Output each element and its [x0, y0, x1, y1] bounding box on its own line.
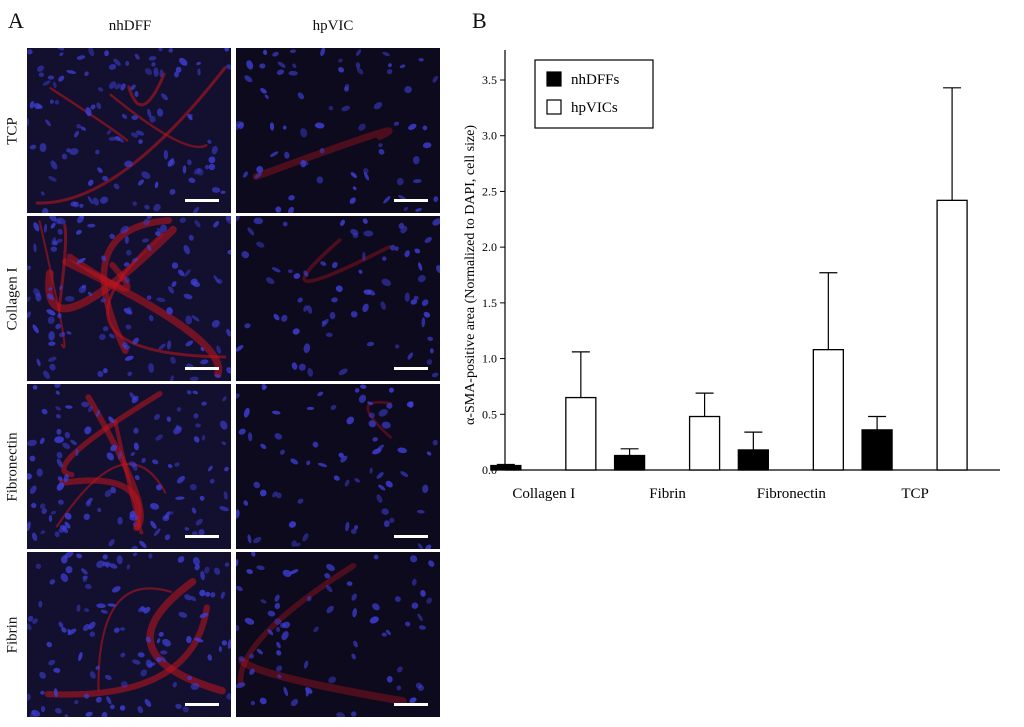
- bar-hpvics-fibrin: [688, 415, 721, 471]
- micrograph-nhdff-collagen-i: [27, 216, 231, 381]
- scale-bar: [394, 535, 428, 538]
- scale-bar: [185, 199, 219, 202]
- x-tick-label: Fibronectin: [757, 486, 827, 502]
- y-tick-label: 2.0: [482, 240, 497, 254]
- y-tick-label: 1.5: [482, 296, 497, 310]
- y-tick-label: 3.0: [482, 129, 497, 143]
- bar-hpvics-collagen-i: [565, 396, 597, 471]
- micrograph-image: [236, 552, 440, 717]
- micrograph-image: [27, 216, 231, 381]
- bar-chart: 0.00.51.01.52.02.53.03.5α-SMA-positive a…: [463, 50, 1000, 502]
- legend-swatch: [546, 71, 562, 87]
- micrograph-grid: [27, 48, 441, 717]
- micrograph-image: [236, 384, 440, 549]
- panel-letter-a: A: [8, 8, 24, 33]
- x-tick-label: TCP: [901, 486, 929, 502]
- row-label-tcp: TCP: [4, 116, 21, 145]
- bar-hpvics-tcp: [936, 199, 968, 471]
- micrograph-hpvic-tcp: [236, 48, 440, 213]
- scale-bar: [185, 367, 219, 370]
- micrograph-image: [27, 384, 231, 549]
- micrograph-nhdff-fibrin: [27, 552, 231, 717]
- micrograph-hpvic-fibronectin: [236, 384, 440, 549]
- y-tick-label: 3.5: [482, 73, 497, 87]
- legend-label: nhDFFs: [571, 72, 620, 88]
- bar-nhdffs-tcp: [861, 429, 893, 471]
- scale-bar: [185, 703, 219, 706]
- column-header-nhdff: nhDFF: [108, 18, 152, 34]
- x-tick-label: Fibrin: [649, 486, 686, 502]
- legend-box: [534, 59, 654, 129]
- x-tick-label: Collagen I: [512, 486, 575, 502]
- micrograph-image: [236, 216, 440, 381]
- legend-label: hpVICs: [571, 100, 618, 116]
- y-tick-label: 1.0: [482, 352, 497, 366]
- row-label-fibronectin: Fibronectin: [4, 431, 21, 502]
- row-label-fibrin: Fibrin: [4, 616, 21, 653]
- micrograph-nhdff-fibronectin: [27, 384, 231, 549]
- micrograph-image: [27, 48, 231, 213]
- bar-hpvics-fibronectin: [812, 349, 844, 471]
- y-axis-title: α-SMA-positive area (Normalized to DAPI,…: [463, 125, 478, 425]
- scale-bar: [394, 199, 428, 202]
- bar-nhdffs-fibronectin: [737, 449, 769, 471]
- micrograph-hpvic-fibrin: [236, 552, 440, 717]
- scale-bar: [185, 535, 219, 538]
- micrograph-hpvic-collagen-i: [236, 216, 440, 381]
- micrograph-image: [27, 552, 231, 717]
- bar-nhdffs-collagen-i: [490, 464, 522, 471]
- y-tick-label: 0.5: [482, 407, 497, 421]
- micrograph-nhdff-tcp: [27, 48, 231, 213]
- panel-letter-b: B: [472, 8, 487, 33]
- legend-swatch: [546, 99, 562, 115]
- micrograph-image: [236, 48, 440, 213]
- scale-bar: [394, 367, 428, 370]
- y-tick-label: 2.5: [482, 184, 497, 198]
- bar-nhdffs-fibrin: [613, 454, 646, 471]
- row-label-collagen: Collagen I: [4, 267, 21, 330]
- scale-bar: [394, 703, 428, 706]
- column-header-hpvic: hpVIC: [312, 18, 354, 34]
